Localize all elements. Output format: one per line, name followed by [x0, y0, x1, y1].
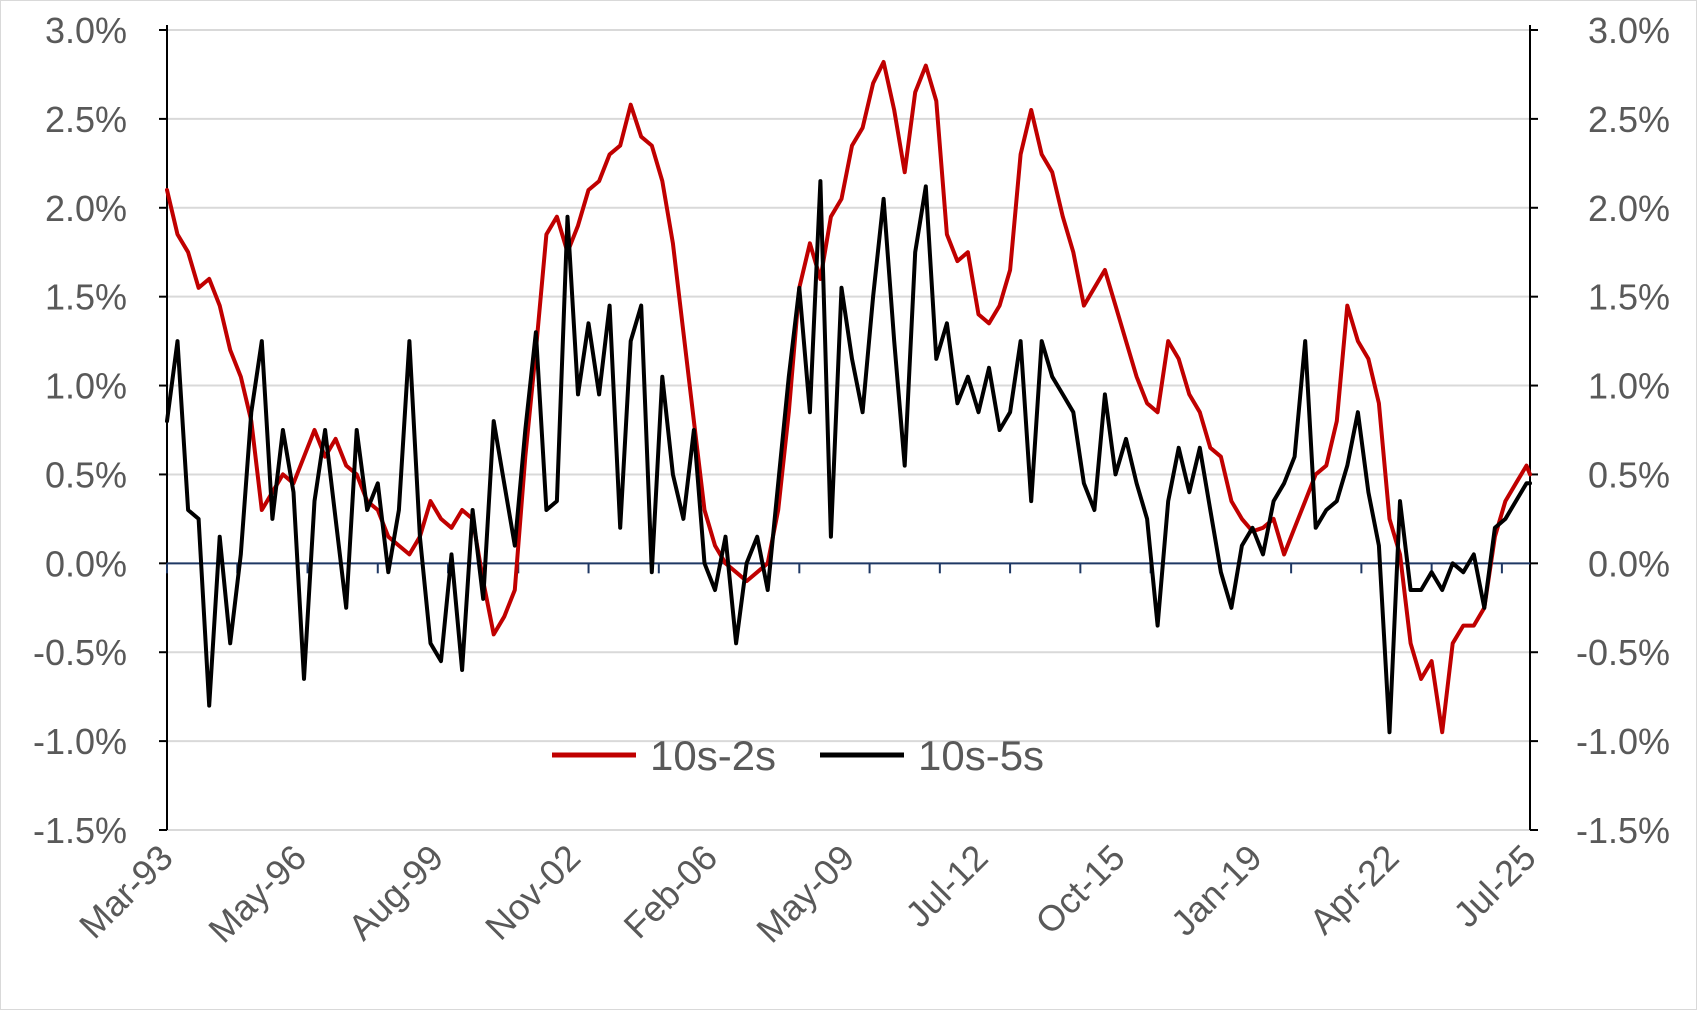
- y-tick-label-left: 3.0%: [45, 10, 127, 51]
- y-tick-label-right: 2.0%: [1588, 188, 1670, 229]
- y-tick-label-right: 1.0%: [1588, 366, 1670, 407]
- y-tick-label-right: 1.5%: [1588, 277, 1670, 318]
- gridlines: [167, 29, 1530, 831]
- y-tick-label-right: -1.5%: [1576, 810, 1670, 851]
- axes: [159, 25, 1538, 831]
- y-tick-label-left: 1.0%: [45, 366, 127, 407]
- y-tick-label-left: -1.5%: [33, 810, 127, 851]
- y-tick-label-right: 2.5%: [1588, 99, 1670, 140]
- y-tick-label-left: -1.0%: [33, 721, 127, 762]
- y-tick-label-left: -0.5%: [33, 632, 127, 673]
- y-tick-label-left: 2.5%: [45, 99, 127, 140]
- y-tick-label-right: -1.0%: [1576, 721, 1670, 762]
- series-lines: [165, 60, 1532, 735]
- y-tick-label-right: 0.5%: [1588, 454, 1670, 495]
- y-tick-label-left: 0.5%: [45, 454, 127, 495]
- y-tick-label-left: 2.0%: [45, 188, 127, 229]
- legend-label: 10s-5s: [918, 732, 1044, 779]
- y-tick-label-right: 0.0%: [1588, 543, 1670, 584]
- legend: 10s-2s 10s-5s: [552, 732, 1044, 779]
- y-tick-label-right: -0.5%: [1576, 632, 1670, 673]
- series-line-black: [165, 179, 1532, 735]
- y-tick-label-left: 1.5%: [45, 277, 127, 318]
- y-tick-label-left: 0.0%: [45, 543, 127, 584]
- legend-label: 10s-2s: [650, 732, 776, 779]
- y-tick-label-right: 3.0%: [1588, 10, 1670, 51]
